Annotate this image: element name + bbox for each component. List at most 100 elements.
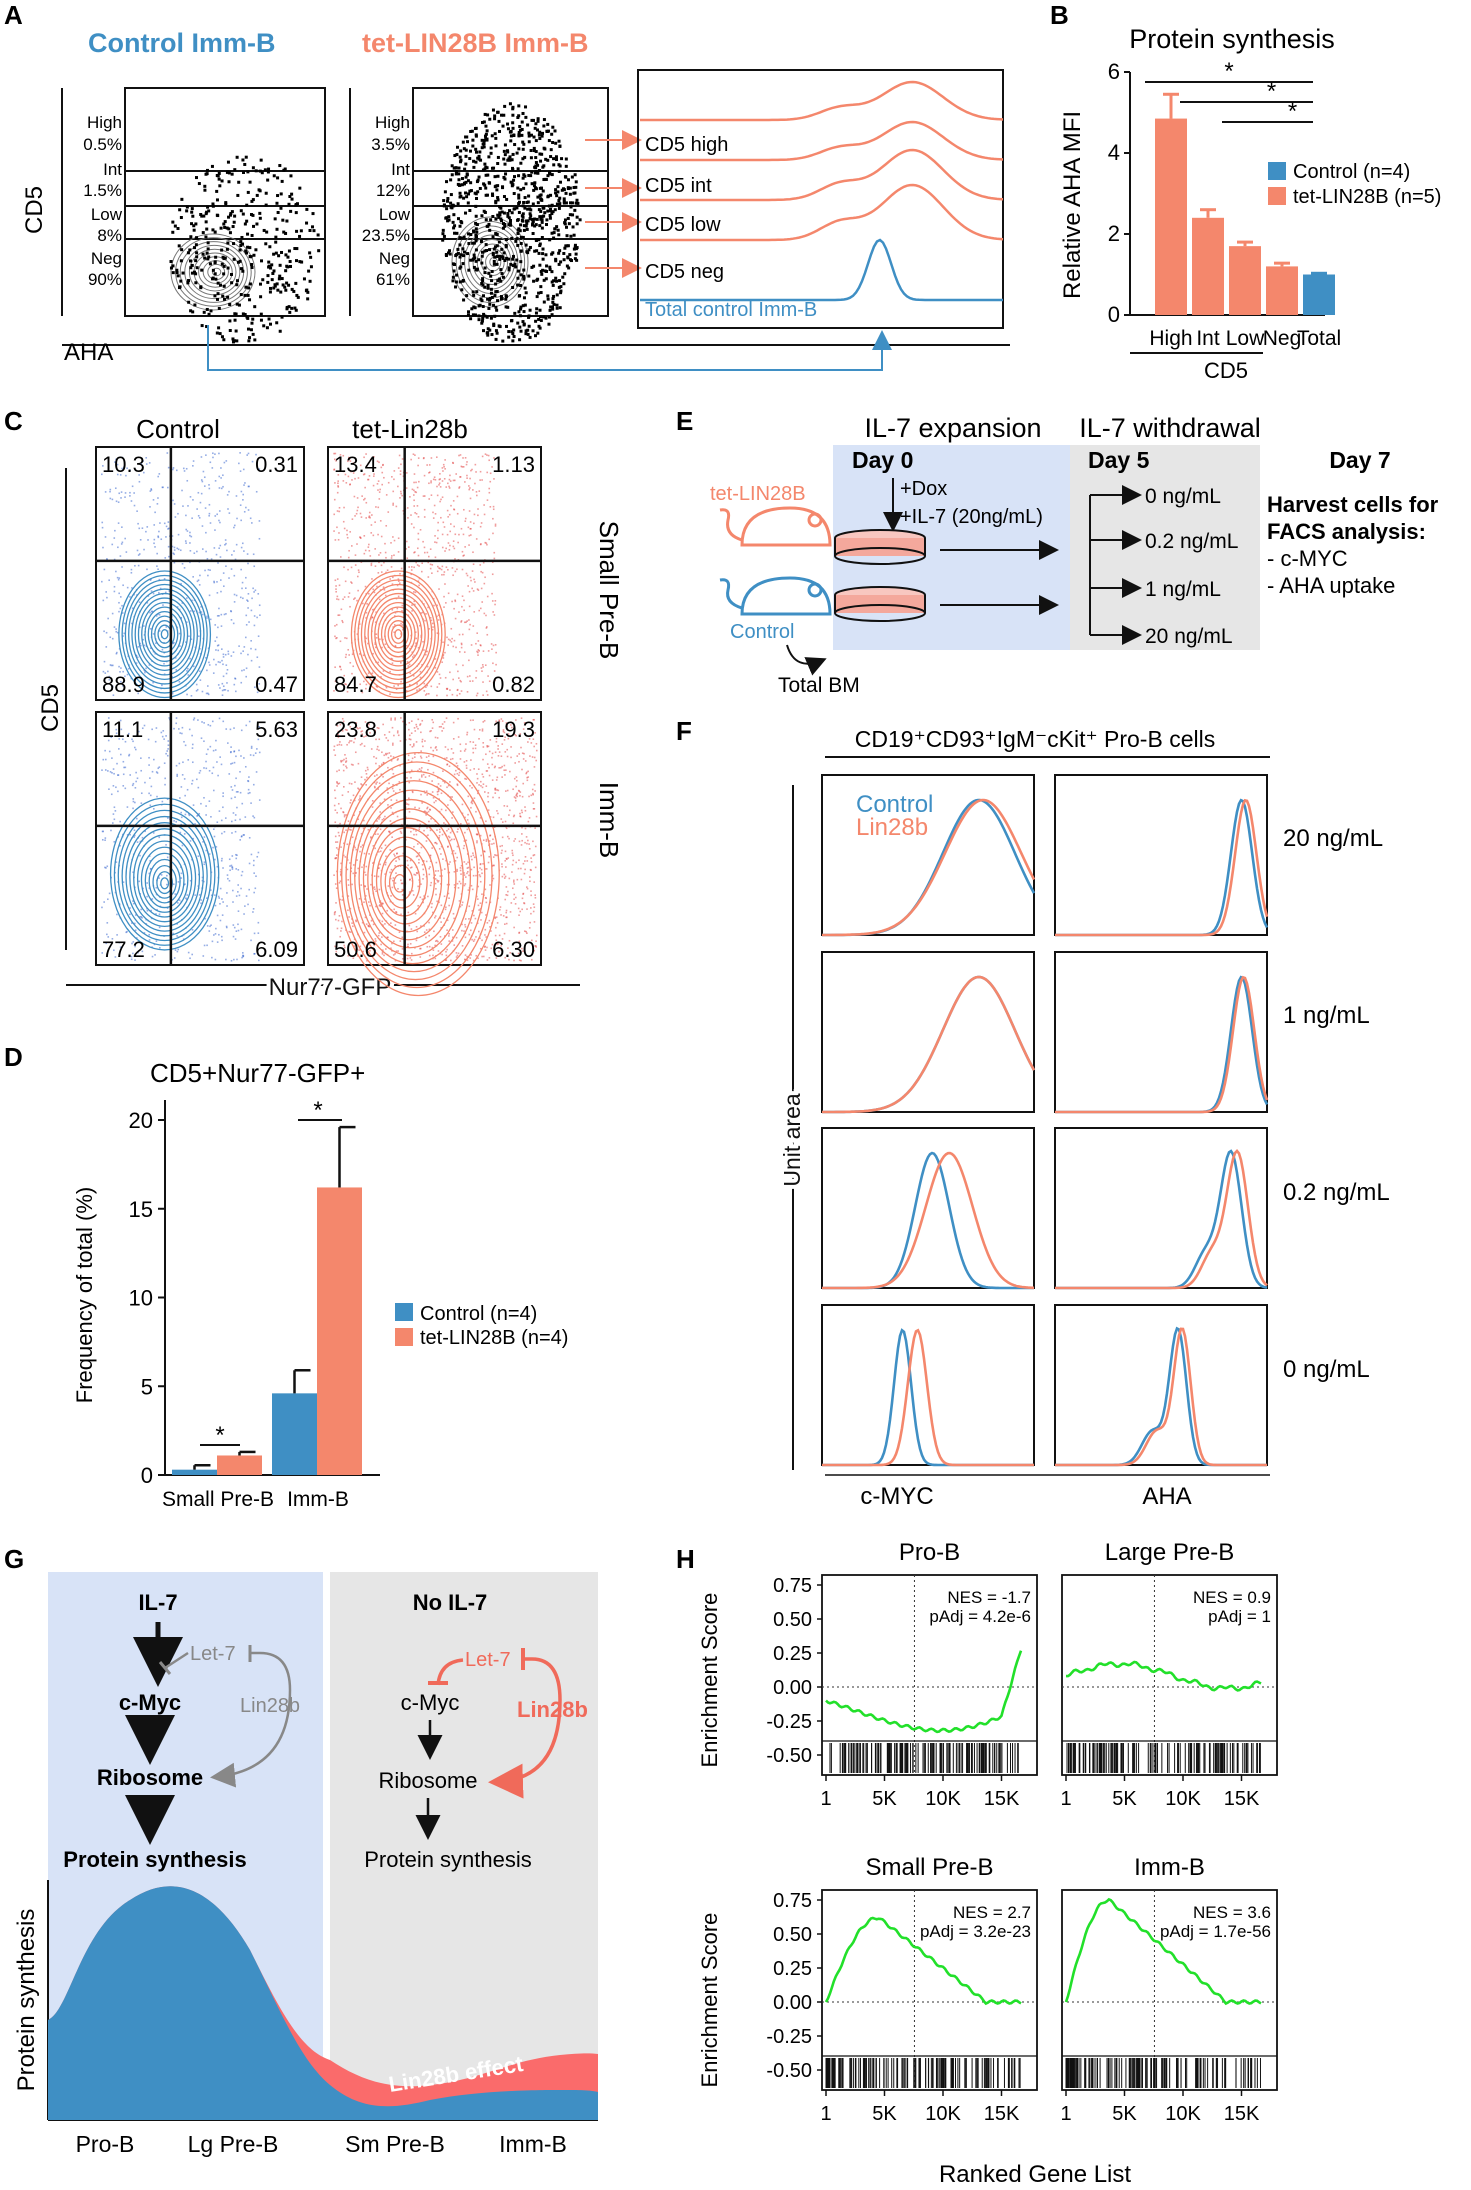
b-xtick-low: Low	[1226, 327, 1265, 350]
hist-box-0-0	[821, 774, 1035, 936]
panel-a-title-lin: tet-LIN28B Imm-B	[362, 28, 589, 58]
hist-curve	[1055, 1149, 1268, 1290]
quadrant-plots: 10.3 0.31 88.9 0.47 13.4 1.13 84.7 0.82 11.1 5.63…	[95, 446, 542, 997]
gsea-nes-2: NES = 2.7	[953, 1903, 1031, 1922]
gsea-xtick: 10K	[925, 2103, 961, 2125]
b-xtick-total: Total	[1297, 327, 1341, 350]
hist-curve-2	[640, 148, 1004, 202]
panel-f: F CD19⁺CD93⁺IgM⁻cKit⁺ Pro-B cells Unit a…	[676, 716, 1390, 1510]
d-ytick: 15	[129, 1197, 153, 1222]
quad-ur-3: 19.3	[492, 717, 535, 742]
schema-lin28b-right: Lin28b	[517, 1697, 588, 1722]
no-il7-background	[330, 1572, 598, 2120]
gsea-ytick: 0.00	[773, 1992, 812, 2014]
hist-curve	[822, 798, 1036, 937]
gsea-padj-1: pAdj = 1	[1208, 1607, 1271, 1626]
legend-label-lin-d: tet-LIN28B (n=4)	[420, 1327, 568, 1349]
gsea-xtick: 1	[1060, 1788, 1071, 1810]
b-ytick: 0	[1108, 302, 1120, 327]
b-ytick: 6	[1108, 59, 1120, 84]
quad-ll-0: 88.9	[102, 672, 145, 697]
gsea-title-2: Small Pre-B	[865, 1854, 993, 1881]
hist-curve-0	[640, 80, 1004, 122]
header-il7-withdrawal: IL-7 withdrawal	[1079, 413, 1261, 443]
gsea-ytick: 0.50	[773, 1924, 812, 1946]
gsea-nes-3: NES = 3.6	[1193, 1903, 1271, 1922]
legend-label-control: Control (n=4)	[1293, 161, 1410, 183]
hist-label-low: CD5 low	[645, 214, 721, 236]
stage-sm-pre-b: Sm Pre-B	[345, 2131, 445, 2157]
quad-ul-2: 11.1	[102, 717, 143, 742]
panel-b-ylabel: Relative AHA MFI	[1059, 111, 1086, 299]
panel-h-ylabel-bottom: Enrichment Score	[697, 1913, 722, 2088]
legend-swatch-control-d	[395, 1303, 413, 1321]
panel-h-xlabel: Ranked Gene List	[939, 2161, 1131, 2188]
schema-cmyc-right: c-Myc	[401, 1690, 460, 1715]
gsea-padj-3: pAdj = 1.7e-56	[1160, 1922, 1271, 1941]
d-ytick: 5	[141, 1374, 153, 1399]
hist-curve	[1055, 975, 1269, 1114]
gsea-xtick: 5K	[872, 1788, 897, 1810]
gate-label: Low	[379, 205, 411, 224]
gate-value: 61%	[376, 270, 410, 289]
legend-swatch-lin	[1268, 187, 1286, 205]
bar-total	[1303, 274, 1335, 315]
quad-ul-3: 23.8	[334, 717, 377, 742]
gate-label: Low	[91, 205, 123, 224]
d-xtick-immb: Imm-B	[287, 1488, 349, 1511]
gsea-nes-1: NES = 0.9	[1193, 1588, 1271, 1607]
protein-synthesis-area	[48, 1886, 598, 2120]
gsea-ytick: 0.50	[773, 1609, 812, 1631]
quad-ll-1: 84.7	[334, 672, 377, 697]
quad-plot-3	[327, 711, 542, 966]
gsea-xtick: 1	[1060, 2103, 1071, 2125]
mouse-icon-lin	[719, 506, 832, 547]
gsea-title-1: Large Pre-B	[1105, 1539, 1234, 1566]
panel-d-ylabel: Frequency of total (%)	[72, 1187, 97, 1403]
d-ytick: 10	[129, 1286, 153, 1311]
bar-neg	[1266, 266, 1298, 315]
d-sig-1: *	[313, 1097, 322, 1124]
panel-a-xlabel: AHA	[64, 339, 113, 366]
schema-protein-synthesis-right: Protein synthesis	[364, 1847, 532, 1872]
panel-a-title-control: Control Imm-B	[88, 28, 275, 58]
total-bm-label: Total BM	[778, 674, 860, 697]
quad-ur-2: 5.63	[255, 717, 298, 742]
bar-low	[1229, 246, 1261, 315]
gsea-xtick: 5K	[872, 2103, 897, 2125]
schema-lin28b: Lin28b	[240, 1695, 300, 1717]
quad-lr-3: 6.30	[492, 937, 535, 962]
dox-label: +Dox	[900, 478, 947, 500]
mouse-label-control: Control	[730, 621, 794, 643]
hist-label-high: CD5 high	[645, 134, 728, 156]
panel-letter-d: D	[4, 1042, 23, 1072]
panel-letter-c: C	[4, 406, 23, 436]
gate-value: 1.5%	[83, 181, 122, 200]
legend-label-lin: tet-LIN28B (n=5)	[1293, 186, 1441, 208]
hist-curve-1	[640, 120, 1004, 162]
hist-label-neg: CD5 neg	[645, 261, 724, 283]
xlabel-aha: AHA	[1142, 1483, 1191, 1510]
b-xtick-high: High	[1149, 327, 1192, 350]
legend-control-f: Control	[856, 791, 933, 818]
row-label-20: 20 ng/mL	[1283, 825, 1383, 852]
gsea-plots: Pro-B 0.75 0.50 0.25 0.00 -0.25 -0.50 NES = -1.…	[766, 1539, 1278, 2125]
gsea-ytick: -0.25	[766, 2026, 812, 2048]
gsea-ytick: 0.25	[773, 1643, 812, 1665]
quad-lr-1: 0.82	[492, 672, 535, 697]
quad-plot-2	[95, 711, 305, 966]
enrichment-curve-0	[825, 1650, 1023, 1734]
il7-label: +IL-7 (20ng/mL)	[900, 506, 1043, 528]
panel-g: G IL-7 c-Myc Ribosome Protein synthesis …	[4, 1544, 598, 2157]
flow-plot-control	[124, 87, 326, 317]
gate-label: Int	[103, 160, 122, 179]
panel-c-col-lin: tet-Lin28b	[352, 414, 468, 444]
panel-c-row-small-preb: Small Pre-B	[594, 521, 624, 660]
b-sig-0: *	[1224, 58, 1233, 85]
quad-ur-0: 0.31	[255, 452, 298, 477]
hist-curve	[1055, 975, 1269, 1114]
hist-label-total: Total control Imm-B	[645, 299, 817, 321]
harvest-line-4: - AHA uptake	[1267, 573, 1395, 598]
row-label-0-2: 0.2 ng/mL	[1283, 1179, 1390, 1206]
enrichment-curve-2	[824, 1916, 1022, 2006]
